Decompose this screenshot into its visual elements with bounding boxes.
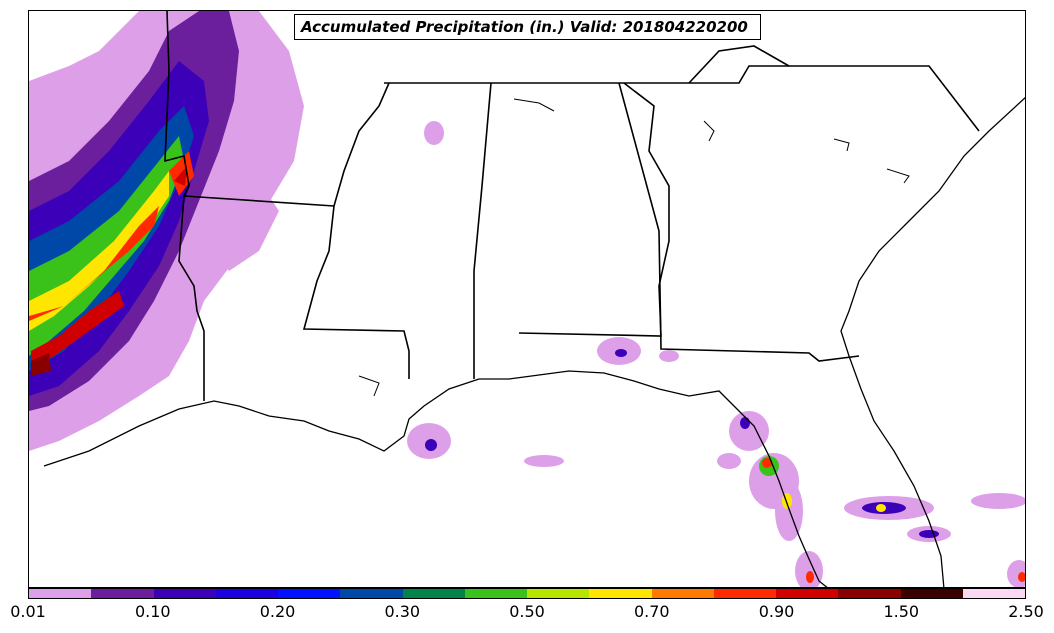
colorbar-tick-label: 0.50 xyxy=(509,602,545,621)
colorbar-segment xyxy=(900,589,963,598)
colorbar-tick-label: 1.50 xyxy=(883,602,920,621)
colorbar-segment xyxy=(153,589,216,598)
state-borders xyxy=(164,11,980,401)
precip-west-band xyxy=(29,11,304,451)
atlantic-coastline xyxy=(840,96,1025,587)
colorbar-segment xyxy=(713,589,776,598)
precip-florida-cells xyxy=(407,121,1025,587)
colorbar-segment xyxy=(464,589,527,598)
colorbar-segment xyxy=(215,589,278,598)
colorbar-tick-label: 0.70 xyxy=(633,602,670,621)
colorbar-segment xyxy=(651,589,714,598)
colorbar-tick-label: 0.01 xyxy=(10,602,46,621)
colorbar-segment xyxy=(589,589,652,598)
precipitation-colorbar xyxy=(28,588,1026,599)
precipitation-map xyxy=(29,11,1025,587)
gulf-coastline xyxy=(43,370,828,587)
colorbar-segment xyxy=(838,589,901,598)
map-panel xyxy=(28,10,1026,588)
colorbar-segment xyxy=(962,589,1025,598)
lake-outlines xyxy=(358,98,910,397)
colorbar-tick-label: 0.30 xyxy=(384,602,421,621)
colorbar-segment xyxy=(278,589,341,598)
colorbar-segment xyxy=(91,589,154,598)
map-title: Accumulated Precipitation (in.) Valid: 2… xyxy=(294,14,761,40)
colorbar-segment xyxy=(340,589,403,598)
colorbar-segment xyxy=(527,589,590,598)
colorbar-tick-label: 0.90 xyxy=(758,602,795,621)
colorbar-tick-label: 0.20 xyxy=(259,602,296,621)
colorbar-tick-label: 2.50 xyxy=(1008,602,1044,621)
colorbar-segment xyxy=(776,589,839,598)
colorbar-tick-label: 0.10 xyxy=(134,602,171,621)
colorbar-segment xyxy=(29,589,92,598)
colorbar-segment xyxy=(402,589,465,598)
